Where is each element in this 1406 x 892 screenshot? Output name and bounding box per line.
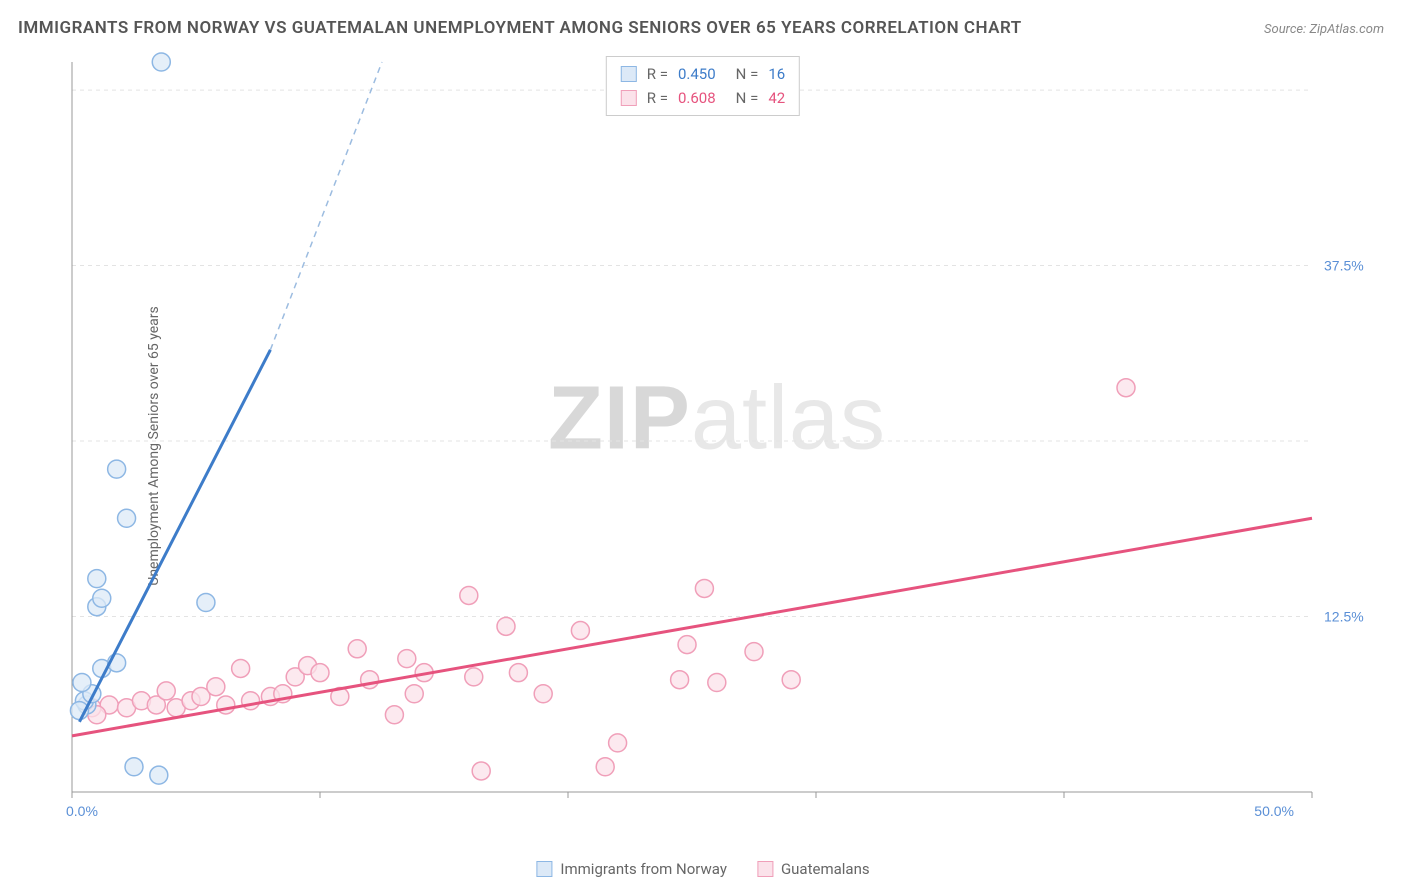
- chart-title: IMMIGRANTS FROM NORWAY VS GUATEMALAN UNE…: [18, 18, 1022, 38]
- scatter-chart: 12.5% 37.5% 0.0% 50.0%: [52, 52, 1382, 832]
- legend-item-1: Guatemalans: [757, 860, 870, 878]
- source-value: ZipAtlas.com: [1309, 22, 1384, 37]
- legend-stats-row-0: R = 0.450 N = 16: [621, 62, 785, 86]
- legend-swatch-icon: [621, 90, 637, 106]
- legend-label-0: Immigrants from Norway: [560, 860, 727, 878]
- legend-swatch-icon: [536, 861, 552, 877]
- source-label: Source:: [1264, 22, 1306, 37]
- r-label: R =: [647, 62, 668, 86]
- r-value-1: 0.608: [678, 86, 716, 110]
- svg-text:50.0%: 50.0%: [1254, 803, 1294, 819]
- n-value-1: 42: [768, 86, 785, 110]
- n-label: N =: [736, 62, 759, 86]
- legend-stats: R = 0.450 N = 16 R = 0.608 N = 42: [606, 56, 800, 116]
- legend-label-1: Guatemalans: [781, 860, 870, 878]
- legend-stats-row-1: R = 0.608 N = 42: [621, 86, 785, 110]
- plot-area: ZIPatlas 12.5%37.5%0.0%50.0%: [52, 52, 1382, 832]
- source-attribution: Source: ZipAtlas.com: [1264, 22, 1384, 37]
- n-label: N =: [736, 86, 759, 110]
- legend-swatch-icon: [757, 861, 773, 877]
- svg-text:37.5%: 37.5%: [1324, 258, 1364, 274]
- r-value-0: 0.450: [678, 62, 716, 86]
- legend-swatch-icon: [621, 66, 637, 82]
- n-value-0: 16: [768, 62, 785, 86]
- r-label: R =: [647, 86, 668, 110]
- svg-text:0.0%: 0.0%: [66, 803, 98, 819]
- svg-text:12.5%: 12.5%: [1324, 609, 1364, 625]
- legend-item-0: Immigrants from Norway: [536, 860, 727, 878]
- legend-series: Immigrants from Norway Guatemalans: [536, 860, 869, 878]
